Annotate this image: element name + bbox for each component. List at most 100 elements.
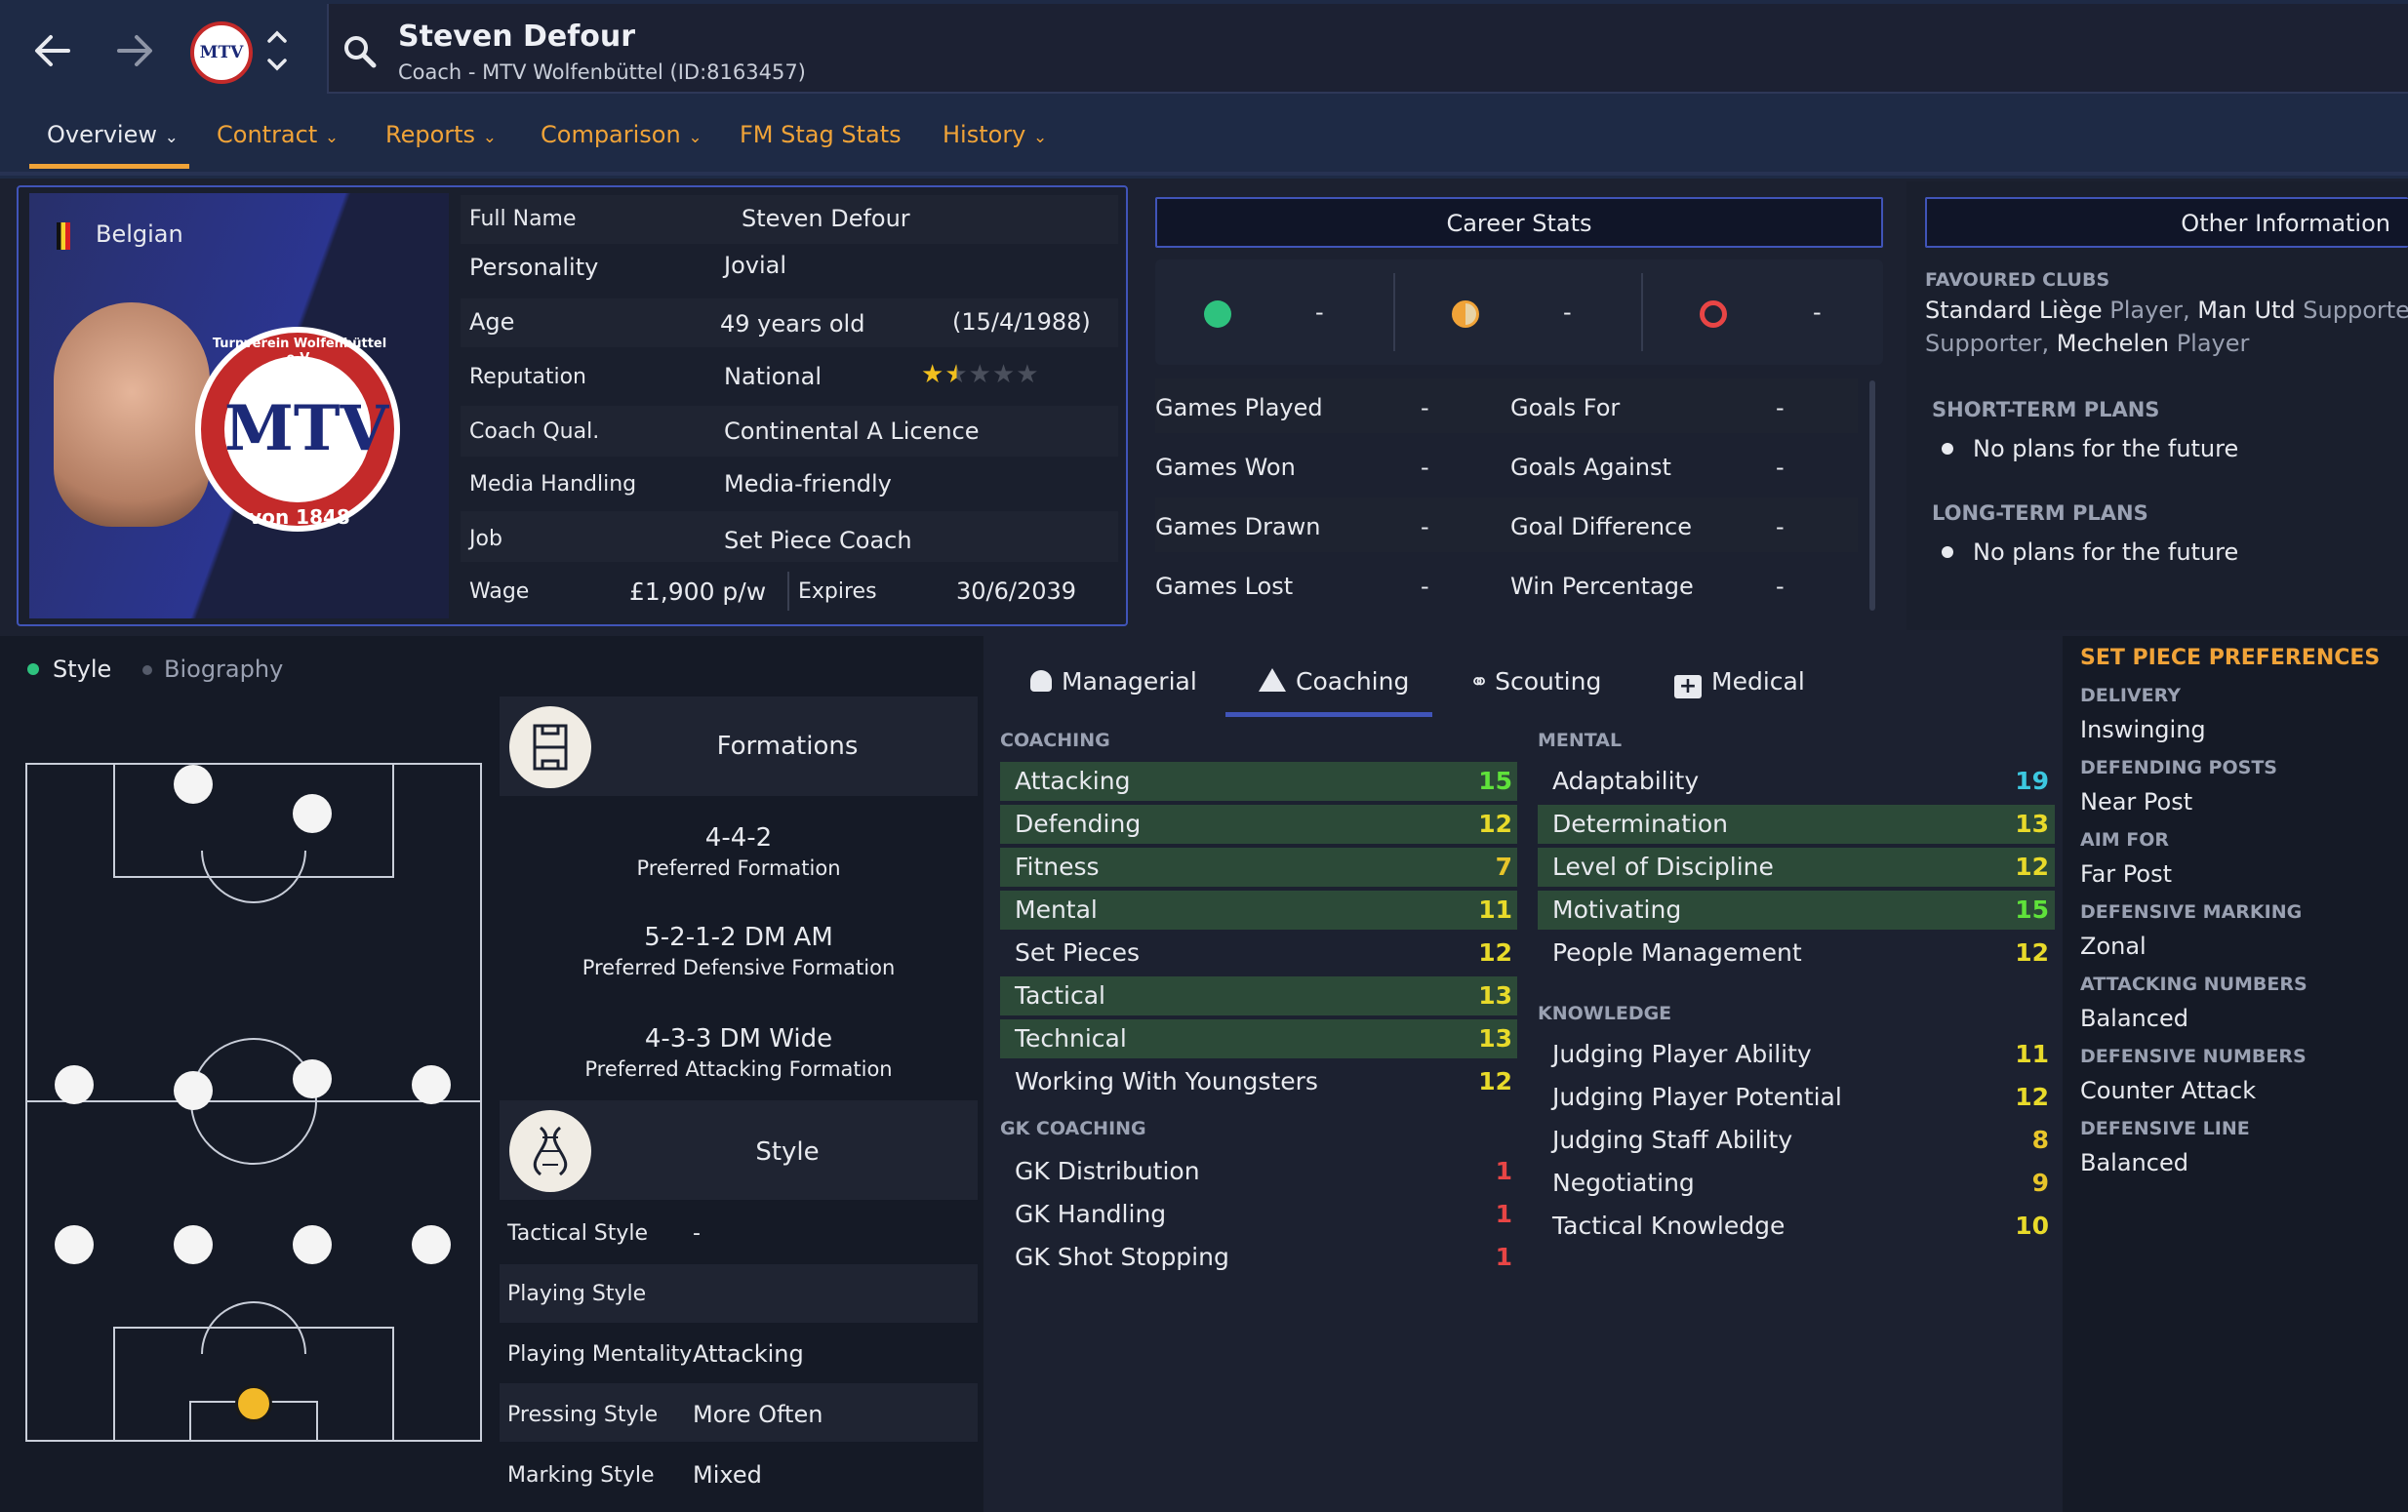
attr-defending-value: 12 [1478,810,1512,838]
row-stripe [461,195,1118,244]
tab-fm-stag-stats-label: FM Stag Stats [740,121,902,148]
tab-comparison[interactable]: Comparison ⌄ [541,121,702,148]
player-position-marker [55,1065,94,1104]
career-games-played-value: - [1421,394,1429,421]
tab-history[interactable]: History ⌄ [943,121,1047,148]
expires-value: 30/6/2039 [956,577,1077,605]
biography-tab[interactable]: Biography [164,656,284,683]
media-handling-label: Media Handling [469,472,637,497]
career-goals-for-value: - [1776,394,1785,421]
staff-photo [54,302,210,527]
career-games-drawn-label: Games Drawn [1155,513,1321,540]
favoured-club-separator: , [2041,330,2057,357]
short-term-plans-text: No plans for the future [1973,435,2239,462]
date-of-birth: (15/4/1988) [952,308,1091,336]
formation-board-icon [509,706,591,788]
tab-medical-label: Medical [1711,667,1805,696]
long-term-plans-caption: LONG-TERM PLANS [1932,501,2148,525]
club-logo[interactable]: MTV [190,21,253,84]
long-term-plans-text: No plans for the future [1973,538,2239,566]
highlight-bar [1000,762,1517,801]
playing-mentality-value: Attacking [693,1340,804,1368]
aim-for-value: Far Post [2080,860,2173,888]
attr-attacking-label: Attacking [1015,767,1131,795]
forward-button[interactable] [113,29,156,79]
tab-scouting[interactable]: ⚭ Scouting [1469,667,1601,696]
favoured-club-role: Player, [2102,297,2198,324]
attr-working-with-youngsters-label: Working With Youngsters [1015,1067,1318,1095]
player-position-marker [174,1071,213,1110]
playing-mentality-label: Playing Mentality [507,1342,693,1367]
attr-judging-player-potential-label: Judging Player Potential [1552,1083,1842,1111]
bullet-icon [1942,546,1953,558]
row-stripe [461,511,1118,562]
other-info-panel [1906,181,2408,630]
career-goals-against-value: - [1776,454,1785,481]
tab-reports[interactable]: Reports ⌄ [385,121,497,148]
attr-gk-handling-value: 1 [1495,1200,1512,1228]
tab-medical[interactable]: + Medical [1674,667,1805,698]
draws-value: - [1563,298,1572,326]
attr-mental-label: Mental [1015,895,1098,924]
back-button[interactable] [31,29,74,79]
other-information-button[interactable]: Other Information [1925,197,2408,248]
club-switch-chevrons[interactable] [265,27,289,80]
tab-overview[interactable]: Overview ⌄ [47,121,179,148]
career-goals-for-label: Goals For [1510,394,1621,421]
draw-dot-icon [1452,300,1479,328]
favoured-clubs-caption: FAVOURED CLUBS [1925,269,2110,291]
player-position-marker [174,1225,213,1264]
summary-divider [1641,273,1643,351]
club-badge-top-text: Turnverein Wolfenbüttel e.V. [212,337,387,366]
coach-qual-label: Coach Qual. [469,419,600,444]
binoculars-icon: ⚭ [1469,668,1490,696]
chevron-down-icon: ⌄ [688,128,702,147]
arrow-left-icon [35,35,70,66]
chevron-down-icon: ⌄ [1033,128,1048,147]
mental-caption: MENTAL [1538,730,1623,751]
style-tab[interactable]: Style [53,656,112,683]
attacking-numbers-caption: ATTACKING NUMBERS [2080,974,2308,995]
attr-attacking-value: 15 [1478,767,1512,795]
attr-tactical-value: 13 [1478,981,1512,1010]
chevron-up-down-icon [267,30,287,71]
staff-name: Steven Defour [398,20,636,54]
age-label: Age [469,308,515,336]
search-icon[interactable] [341,33,379,74]
career-row [1155,378,1858,433]
favoured-club-link[interactable]: Man Utd [2197,297,2296,324]
defensive-formation-label: Preferred Defensive Formation [582,956,896,979]
career-games-won-label: Games Won [1155,454,1296,481]
career-scrollbar[interactable] [1869,380,1875,611]
attr-judging-player-ability-label: Judging Player Ability [1552,1040,1812,1068]
win-dot-icon [1204,300,1231,328]
defending-posts-caption: DEFENDING POSTS [2080,757,2277,778]
career-games-won-value: - [1421,454,1429,481]
person-icon [1030,670,1052,692]
highlight-bar [1538,848,2055,887]
reputation-label: Reputation [469,365,586,389]
tab-overview-label: Overview [47,121,157,148]
attr-tactical-label: Tactical [1015,981,1105,1010]
career-goals-against-label: Goals Against [1510,454,1671,481]
formation-pitch [25,763,482,1442]
favoured-club-link[interactable]: Mechelen [2056,330,2170,357]
attr-determination-value: 13 [2015,810,2049,838]
goalkeeper-position-marker [235,1385,272,1422]
tactical-style-label: Tactical Style [507,1221,649,1246]
career-stats-button[interactable]: Career Stats [1155,197,1883,248]
tab-coaching[interactable]: Coaching [1259,667,1409,696]
tab-managerial[interactable]: Managerial [1030,667,1197,696]
losses-value: - [1813,298,1822,326]
attr-gk-distribution-value: 1 [1495,1157,1512,1185]
career-win-percentage-value: - [1776,573,1785,600]
attr-motivating-label: Motivating [1552,895,1682,924]
tab-fm-stag-stats[interactable]: FM Stag Stats [740,121,902,148]
favoured-club-link[interactable]: Standard Liège [1925,297,2103,324]
row-stripe [500,1383,978,1442]
search-bar[interactable] [327,4,2408,94]
tab-contract[interactable]: Contract ⌄ [217,121,339,148]
attr-motivating-value: 15 [2015,895,2049,924]
attr-judging-staff-ability-value: 8 [2031,1126,2049,1154]
attr-gk-shot-stopping-value: 1 [1495,1243,1512,1271]
